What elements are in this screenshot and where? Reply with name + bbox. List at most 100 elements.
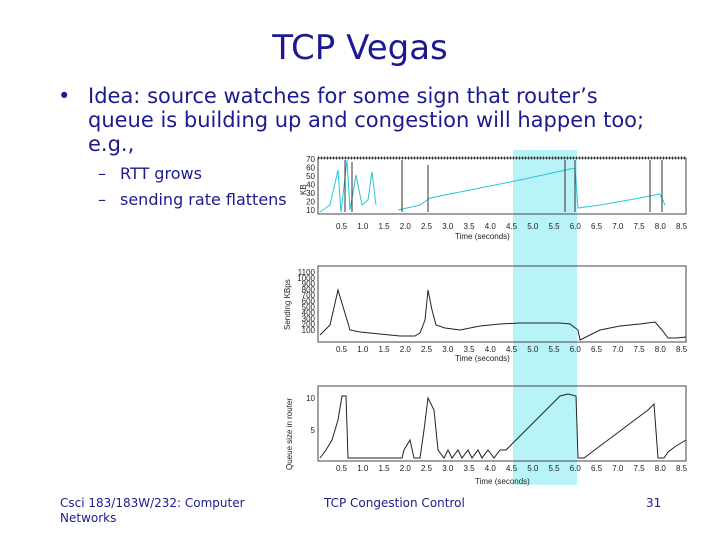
x-tick-label: 4.5 xyxy=(506,464,518,473)
sub-bullet-text: RTT grows xyxy=(120,164,202,183)
x-tick-label: 0.5 xyxy=(336,464,348,473)
x-tick-label: 1.5 xyxy=(379,345,391,354)
y-tick-label: 1100 xyxy=(298,268,316,277)
y-tick-label: 300 xyxy=(302,314,316,323)
x-tick-label: 5.5 xyxy=(549,464,561,473)
x-tick-label: 8.5 xyxy=(676,345,688,354)
x-axis-label: Time (seconds) xyxy=(455,232,510,241)
x-tick-label: 6.0 xyxy=(570,464,582,473)
x-tick-label: 4.0 xyxy=(485,345,497,354)
bullet-dot-icon: • xyxy=(58,84,71,108)
x-tick-label: 8.5 xyxy=(676,222,688,231)
y-tick-label: 10 xyxy=(306,206,315,215)
x-tick-label: 6.5 xyxy=(591,464,603,473)
sub-bullet-text: sending rate flattens xyxy=(120,190,287,209)
x-tick-label: 5.5 xyxy=(549,345,561,354)
queue-size-trace xyxy=(319,393,687,459)
sub-bullet-rate: – sending rate flattens xyxy=(98,190,287,209)
x-tick-label: 4.0 xyxy=(485,464,497,473)
x-tick-label: 4.5 xyxy=(506,345,518,354)
x-tick-label: 1.5 xyxy=(379,222,391,231)
y-tick-label: 200 xyxy=(302,320,316,329)
x-tick-label: 4.5 xyxy=(506,222,518,231)
chart-queue-size: 10 5 0.5 1.0 1.5 2.0 2.5 3.0 3.5 4.0 4.5 5.0 5.5 6.0… xyxy=(285,385,688,486)
x-tick-label: 2.0 xyxy=(400,345,412,354)
x-tick-label: 1.5 xyxy=(379,464,391,473)
y-tick-label: 900 xyxy=(302,280,316,289)
y-axis-label: KB xyxy=(299,184,308,195)
y-tick-label: 700 xyxy=(302,291,316,300)
x-tick-label: 1.0 xyxy=(357,464,369,473)
x-tick-label: 7.0 xyxy=(612,222,624,231)
highlight-band xyxy=(513,150,577,485)
x-tick-label: 1.0 xyxy=(357,222,369,231)
x-tick-label: 4.0 xyxy=(485,222,497,231)
x-tick-label: 7.0 xyxy=(612,464,624,473)
y-tick-label: 30 xyxy=(306,189,315,198)
dash-icon: – xyxy=(98,164,106,183)
x-axis-label: Time (seconds) xyxy=(455,354,510,363)
x-tick-label: 8.0 xyxy=(655,464,667,473)
x-tick-label: 5.5 xyxy=(549,222,561,231)
slide-title: TCP Vegas xyxy=(272,28,448,68)
y-tick-label: 5 xyxy=(311,426,316,435)
x-tick-label: 3.0 xyxy=(442,222,454,231)
x-tick-label: 8.5 xyxy=(676,464,688,473)
x-tick-label: 2.0 xyxy=(400,464,412,473)
y-tick-label: 50 xyxy=(306,172,315,181)
y-tick-label: 1000 xyxy=(297,274,315,283)
x-tick-label: 3.0 xyxy=(442,345,454,354)
y-tick-label: 40 xyxy=(306,181,315,190)
y-tick-label: 800 xyxy=(302,285,316,294)
x-tick-label: 2.5 xyxy=(421,464,433,473)
x-tick-label: 7.5 xyxy=(634,464,646,473)
x-tick-label: 6.5 xyxy=(591,222,603,231)
x-axis-label: Time (seconds) xyxy=(475,477,530,486)
x-tick-label: 3.0 xyxy=(442,464,454,473)
footer-course: Csci 183/183W/232: Computer Networks xyxy=(60,496,245,525)
sub-bullet-rtt: – RTT grows xyxy=(98,164,202,183)
x-tick-label: 6.0 xyxy=(570,222,582,231)
y-tick-label: 100 xyxy=(302,326,316,335)
main-bullet: • Idea: source watches for some sign tha… xyxy=(58,84,658,156)
y-tick-label: 20 xyxy=(306,198,315,207)
y-tick-label: 60 xyxy=(306,164,315,173)
x-tick-label: 5.0 xyxy=(527,464,539,473)
x-tick-label: 6.0 xyxy=(570,345,582,354)
y-tick-label: 70 xyxy=(306,155,315,164)
footer-topic: TCP Congestion Control xyxy=(324,496,465,510)
y-tick-label: 600 xyxy=(302,297,316,306)
y-tick-label: 10 xyxy=(306,394,315,403)
x-tick-label: 7.0 xyxy=(612,345,624,354)
page-number: 31 xyxy=(646,496,662,510)
main-bullet-text: Idea: source watches for some sign that … xyxy=(88,84,645,156)
x-tick-label: 2.5 xyxy=(421,222,433,231)
x-tick-label: 3.5 xyxy=(464,345,476,354)
plot-frame xyxy=(317,385,687,462)
y-axis-label: Queue size in router xyxy=(285,398,294,470)
x-tick-label: 7.5 xyxy=(634,345,646,354)
x-tick-label: 3.5 xyxy=(464,464,476,473)
dash-icon: – xyxy=(98,190,106,209)
sending-rate-trace xyxy=(319,288,687,341)
x-tick-label: 2.5 xyxy=(421,345,433,354)
x-tick-label: 0.5 xyxy=(336,222,348,231)
plot-frame xyxy=(317,265,687,343)
y-tick-label: 400 xyxy=(302,309,316,318)
y-axis-label: Sending KBps xyxy=(283,279,292,330)
y-tick-label: 500 xyxy=(302,303,316,312)
x-tick-label: 8.0 xyxy=(655,345,667,354)
x-tick-label: 5.0 xyxy=(527,345,539,354)
x-tick-label: 2.0 xyxy=(400,222,412,231)
x-tick-label: 5.0 xyxy=(527,222,539,231)
rtt-trace xyxy=(318,156,686,213)
x-tick-label: 3.5 xyxy=(464,222,476,231)
x-tick-label: 6.5 xyxy=(591,345,603,354)
x-tick-label: 1.0 xyxy=(357,345,369,354)
x-tick-label: 0.5 xyxy=(336,345,348,354)
x-tick-label: 8.0 xyxy=(655,222,667,231)
x-tick-label: 7.5 xyxy=(634,222,646,231)
